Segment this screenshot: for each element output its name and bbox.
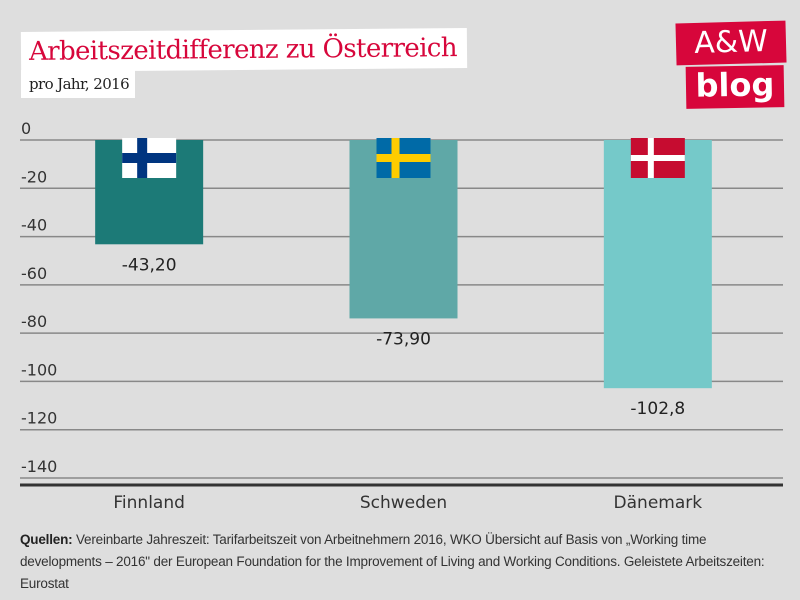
data-label: -102,8 <box>630 399 685 419</box>
source-note: Quellen: Vereinbarte Jahreszeit: Tarifar… <box>20 529 790 595</box>
bar-dänemark <box>603 140 712 389</box>
data-labels: -43,20 -73,90 -102,8 <box>122 255 685 419</box>
y-tick-label: -140 <box>21 457 57 476</box>
x-category-label: Schweden <box>360 493 447 513</box>
y-tick-label: -100 <box>21 360 57 379</box>
denmark-flag-icon <box>630 138 685 178</box>
y-tick-label: -60 <box>21 264 47 283</box>
y-tick-label: -80 <box>21 312 47 331</box>
x-category-label: Dänemark <box>614 493 703 513</box>
y-tick-label: -120 <box>21 409 57 428</box>
data-label: -73,90 <box>376 329 431 349</box>
y-tick-label: -20 <box>21 167 47 186</box>
sweden-flag-icon <box>376 138 431 178</box>
source-text: Vereinbarte Jahreszeit: Tarifarbeitszeit… <box>20 532 765 591</box>
y-tick-label: -40 <box>21 216 47 235</box>
x-category-label: Finnland <box>113 493 185 513</box>
subtitle-box: pro Jahr, 2016 <box>21 70 136 98</box>
data-label: -43,20 <box>122 255 177 275</box>
category-labels: Finnland Schweden Dänemark <box>113 493 702 513</box>
chart-subtitle: pro Jahr, 2016 <box>29 75 130 93</box>
flags <box>122 138 685 178</box>
finland-flag-icon <box>122 138 177 178</box>
source-label: Quellen: <box>20 532 73 547</box>
y-tick-label: 0 <box>21 119 31 138</box>
